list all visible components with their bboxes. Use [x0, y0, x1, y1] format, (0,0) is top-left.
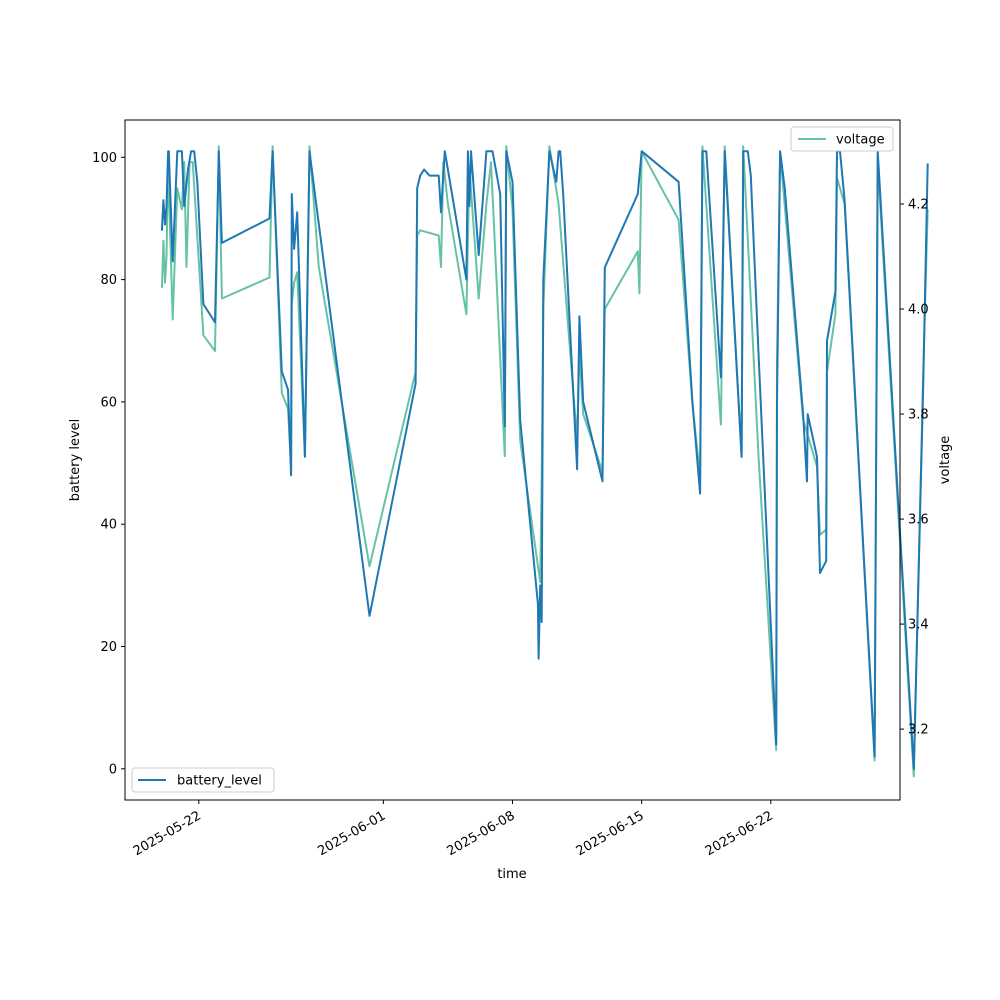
- x-tick-label: 2025-06-08: [445, 808, 518, 859]
- y-left-tick-label: 100: [92, 151, 117, 166]
- y-right-tick-label: 3.6: [908, 513, 929, 528]
- y-right-tick-label: 3.8: [908, 408, 929, 423]
- y-left-tick-label: 20: [100, 640, 117, 655]
- legend-voltage: voltage: [790, 126, 894, 152]
- y-left-tick-label: 60: [100, 395, 117, 410]
- legend-label-battery-level: battery_level: [177, 774, 262, 789]
- y-axis-left-label: battery level: [68, 419, 83, 502]
- x-axis-label: time: [497, 867, 526, 882]
- x-tick-label: 2025-06-15: [574, 808, 647, 859]
- y-right-tick-label: 4.0: [908, 303, 929, 318]
- x-axis: 2025-05-22 2025-06-01 2025-06-08 2025-06-15…: [131, 800, 776, 859]
- x-tick-label: 2025-06-01: [315, 808, 388, 859]
- y-left-tick-label: 0: [109, 762, 117, 777]
- legend-battery-level: battery_level: [131, 767, 275, 793]
- y-right-tick-label: 4.2: [908, 198, 929, 213]
- y-left-tick-label: 80: [100, 273, 117, 288]
- y-right-tick-label: 3.2: [908, 723, 929, 738]
- y-axis-left: 0 20 40 60 80 100: [92, 151, 125, 777]
- y-right-tick-label: 3.4: [908, 618, 929, 633]
- series-line-battery-level: [160, 150, 929, 770]
- y-axis-right: 3.2 3.4 3.6 3.8 4.0 4.2: [900, 198, 929, 738]
- x-tick-label: 2025-06-22: [703, 808, 776, 859]
- legend-box: [131, 767, 275, 793]
- y-axis-right-label: voltage: [938, 436, 953, 485]
- series-layer: [160, 145, 929, 778]
- x-tick-label: 2025-05-22: [131, 808, 204, 859]
- y-left-tick-label: 40: [100, 518, 117, 533]
- legend-label-voltage: voltage: [836, 133, 885, 148]
- legend-box: [790, 126, 894, 152]
